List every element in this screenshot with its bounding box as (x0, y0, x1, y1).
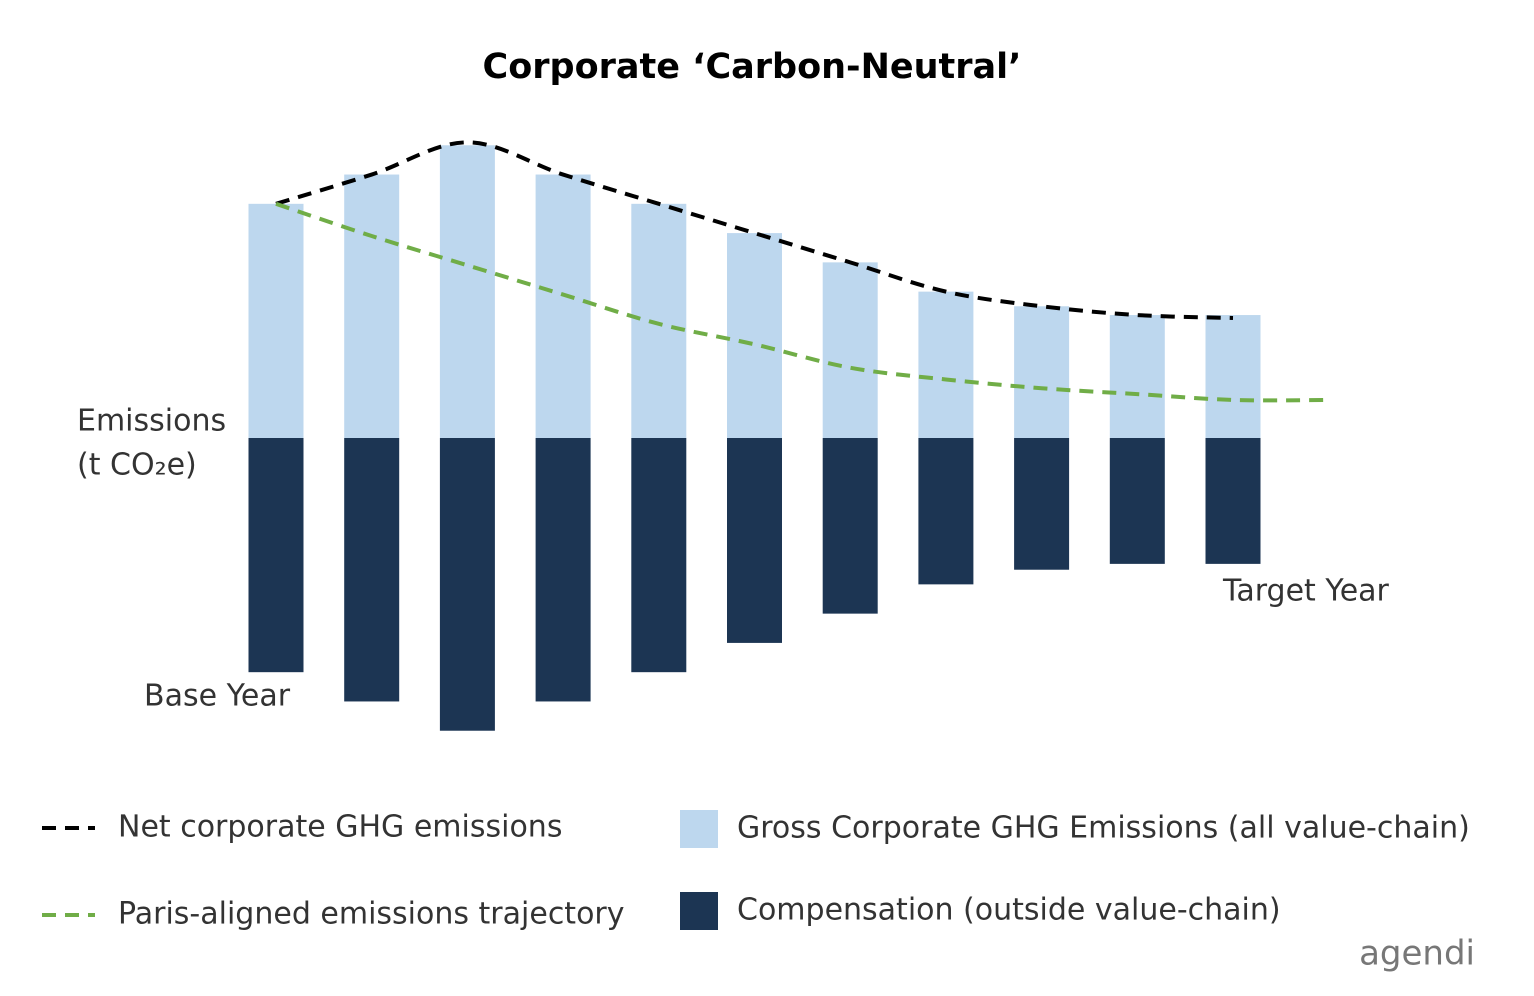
bar (727, 233, 782, 438)
bar (248, 438, 304, 673)
bar (248, 203, 304, 438)
bar (918, 291, 974, 438)
line (275, 201, 1329, 403)
bar (344, 174, 400, 438)
logo: agendi (1359, 934, 1475, 974)
y-axis-label: (t CO₂e) (77, 448, 197, 483)
x-tick-label: Base Year (144, 679, 291, 714)
bar (439, 145, 495, 439)
legend-label: Net corporate GHG emissions (118, 810, 562, 845)
bar (535, 174, 591, 438)
bar (727, 438, 782, 643)
line (275, 140, 1234, 320)
bar (1205, 438, 1261, 564)
bar (535, 438, 591, 702)
bar (439, 438, 495, 731)
bar (631, 203, 687, 438)
bar (822, 438, 878, 614)
bar (1014, 438, 1070, 570)
bar (1109, 438, 1165, 564)
bar (1205, 315, 1261, 438)
bar (344, 438, 400, 702)
legend-label: Paris-aligned emissions trajectory (118, 897, 625, 932)
chart-title: Corporate ‘Carbon-Neutral’ (483, 47, 1022, 87)
legend-label: Compensation (outside value-chain) (737, 893, 1281, 928)
bar (918, 438, 974, 585)
y-axis-label: Emissions (77, 404, 226, 439)
x-tick-label: Target Year (1222, 574, 1390, 609)
bar (1014, 306, 1070, 438)
legend-label: Gross Corporate GHG Emissions (all value… (737, 811, 1470, 846)
legend-swatch (680, 810, 718, 848)
bar (1109, 315, 1165, 438)
bar (631, 438, 687, 673)
bar (822, 262, 878, 438)
legend-swatch (680, 892, 718, 930)
